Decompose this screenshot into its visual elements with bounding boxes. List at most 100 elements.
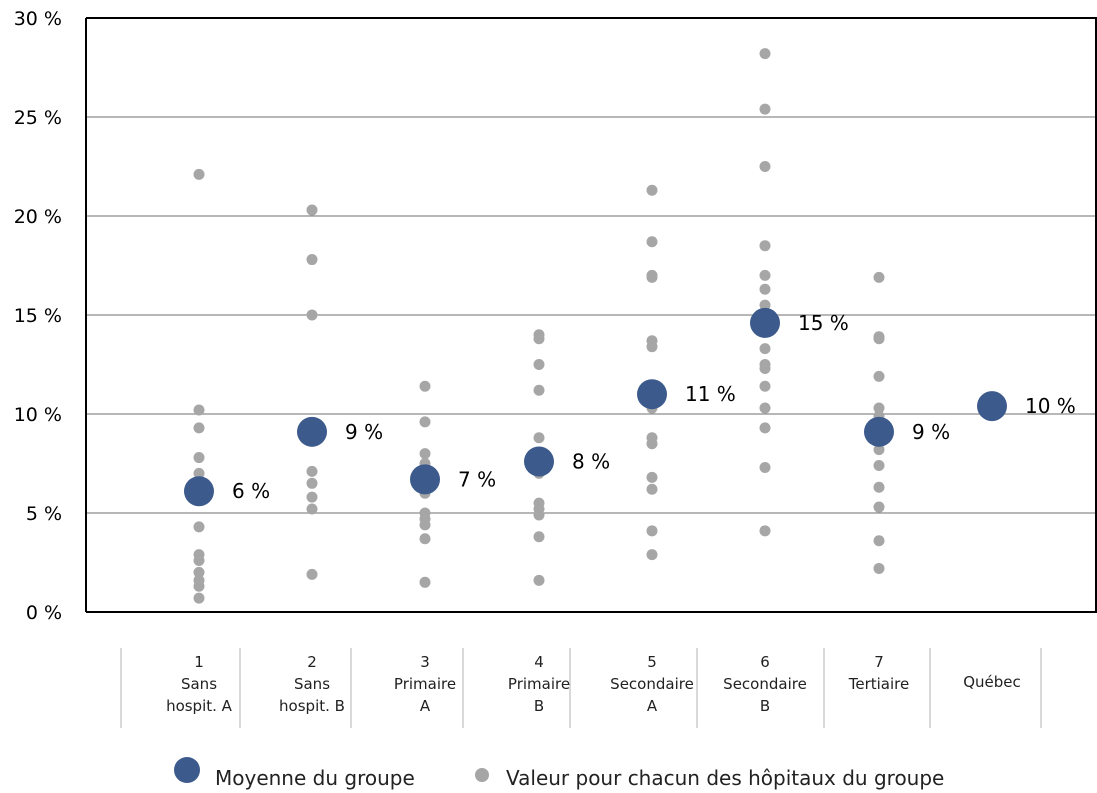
hospital-point <box>759 269 771 281</box>
hospital-point <box>419 380 431 392</box>
hospital-point <box>646 471 658 483</box>
hospital-point <box>193 580 205 592</box>
category-label: B <box>534 697 544 715</box>
hospital-point <box>646 341 658 353</box>
hospital-point <box>419 416 431 428</box>
hospital-point <box>533 531 545 543</box>
hospital-points-layer <box>193 48 885 604</box>
hospital-point <box>646 525 658 537</box>
hospital-point <box>873 501 885 513</box>
category-label: 1 <box>194 653 204 671</box>
hospital-point <box>873 562 885 574</box>
hospital-point <box>646 549 658 561</box>
category-label: Primaire <box>508 675 570 693</box>
hospital-point <box>646 438 658 450</box>
hospital-point <box>533 509 545 521</box>
category-label: 7 <box>874 653 884 671</box>
category-label: A <box>420 697 431 715</box>
category-label: hospit. A <box>166 697 233 715</box>
hospital-point <box>873 333 885 345</box>
group-mean-layer: 6 % 9 % 7 % 8 % 11 % 15 % 9 % 10 % <box>184 307 1076 507</box>
hospital-point <box>873 402 885 414</box>
hospital-point <box>533 574 545 586</box>
y-tick-label: 0 % <box>26 602 62 624</box>
mean-data-label: 10 % <box>1025 394 1076 418</box>
mean-data-label: 11 % <box>685 382 736 406</box>
hospital-point <box>873 481 885 493</box>
category-label: Primaire <box>394 675 456 693</box>
group-mean-point <box>184 476 214 507</box>
group-mean-point <box>750 307 780 338</box>
hospital-point <box>419 576 431 588</box>
hospital-point <box>873 459 885 471</box>
group-mean-point <box>524 446 554 477</box>
hospital-point <box>306 477 318 489</box>
category-label: 3 <box>420 653 430 671</box>
category-label: Secondaire <box>610 675 694 693</box>
y-axis: 0 % 5 % 10 % 15 % 20 % 25 % 30 % <box>14 8 1097 624</box>
category-label: Québec <box>963 673 1021 691</box>
category-label: hospit. B <box>279 697 345 715</box>
y-tick-label: 30 % <box>14 8 62 30</box>
group-mean-point <box>864 416 894 447</box>
mean-data-label: 9 % <box>912 420 950 444</box>
x-axis-categories: 1 Sans hospit. A 2 Sans hospit. B 3 Primaire A 4 P… <box>120 648 1042 728</box>
hospital-point <box>306 568 318 580</box>
category-label: Secondaire <box>723 675 807 693</box>
hospital-point <box>759 240 771 252</box>
category-label: B <box>760 697 770 715</box>
mean-data-label: 15 % <box>798 311 849 335</box>
category-label: 2 <box>307 653 317 671</box>
hospital-point <box>873 370 885 382</box>
y-tick-label: 20 % <box>14 206 62 228</box>
legend-mean-marker <box>174 757 200 783</box>
mean-data-label: 9 % <box>345 420 383 444</box>
hospital-point <box>533 333 545 345</box>
hospital-point <box>646 236 658 248</box>
hospital-point <box>759 299 771 311</box>
hospital-point <box>193 168 205 180</box>
category-label: 4 <box>534 653 544 671</box>
hospital-point <box>306 309 318 321</box>
hospital-point <box>873 444 885 456</box>
category-label: 5 <box>647 653 657 671</box>
category-label: A <box>647 697 658 715</box>
hospital-point <box>759 422 771 434</box>
mean-data-label: 8 % <box>572 450 610 474</box>
hospital-point <box>306 204 318 216</box>
hospital-point <box>306 503 318 515</box>
hospital-point <box>759 525 771 537</box>
hospital-point <box>646 483 658 495</box>
hospital-point <box>759 48 771 60</box>
legend-hospital-label: Valeur pour chacun des hôpitaux du group… <box>506 766 944 790</box>
hospital-point <box>193 452 205 464</box>
hospital-point <box>193 422 205 434</box>
hospital-point <box>193 566 205 578</box>
category-label: 6 <box>760 653 770 671</box>
mean-data-label: 7 % <box>458 467 496 491</box>
hospital-point <box>759 380 771 392</box>
hospital-point <box>193 467 205 479</box>
hospital-point <box>193 521 205 533</box>
y-tick-label: 5 % <box>26 503 62 525</box>
hospital-point <box>419 519 431 531</box>
legend: Moyenne du groupe Valeur pour chacun des… <box>174 757 944 790</box>
mean-data-label: 6 % <box>232 479 270 503</box>
hospital-point <box>759 161 771 172</box>
hospital-point <box>759 461 771 473</box>
group-mean-point <box>297 416 327 447</box>
hospital-point <box>193 592 205 604</box>
hospital-point <box>646 271 658 283</box>
hospital-point <box>759 343 771 355</box>
hospital-point <box>646 184 658 196</box>
y-tick-label: 25 % <box>14 107 62 129</box>
group-mean-point <box>977 391 1007 422</box>
hospital-point <box>533 432 545 444</box>
legend-mean-label: Moyenne du groupe <box>215 766 415 790</box>
group-mean-point <box>410 464 440 495</box>
hospital-point <box>533 384 545 396</box>
hospital-point <box>533 359 545 370</box>
hospital-point <box>193 404 205 416</box>
category-label: Sans <box>181 675 217 693</box>
